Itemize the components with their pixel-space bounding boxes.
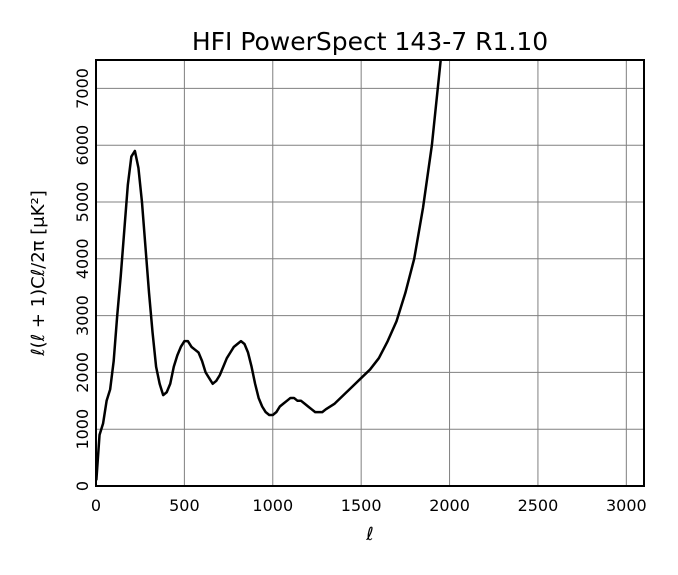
x-axis-label: ℓ [365,524,373,545]
y-tick-label: 6000 [73,125,92,166]
x-tick-label: 2500 [518,496,559,515]
y-tick-label: 5000 [73,182,92,223]
y-tick-label: 2000 [73,352,92,393]
x-tick-label: 3000 [606,496,647,515]
y-tick-label: 1000 [73,409,92,450]
data-line [96,60,442,481]
x-tick-label: 1000 [252,496,293,515]
y-axis-label: ℓ(ℓ + 1)Cℓ/2π [μK²] [28,190,49,357]
x-tick-label: 0 [91,496,101,515]
chart-title: HFI PowerSpect 143-7 R1.10 [192,27,548,56]
y-tick-label: 4000 [73,238,92,279]
x-tick-label: 1500 [341,496,382,515]
x-tick-label: 2000 [429,496,470,515]
y-tick-label: 7000 [73,68,92,109]
y-tick-label: 0 [73,481,92,491]
y-tick-label: 3000 [73,295,92,336]
plot-frame [95,59,645,487]
x-tick-label: 500 [169,496,200,515]
